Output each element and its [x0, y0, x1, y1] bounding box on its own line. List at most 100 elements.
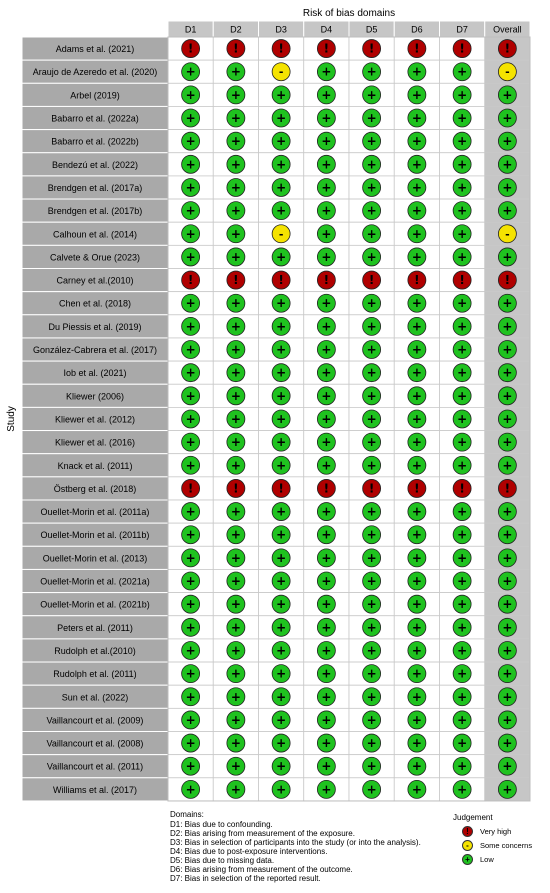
judgement-symbol: - [279, 228, 284, 241]
judgement-dot [452, 131, 472, 151]
judgement-symbol: + [321, 88, 331, 102]
judgement-symbol: + [276, 620, 286, 634]
judgement-dot [362, 687, 382, 707]
judgement-dot [226, 131, 246, 151]
judgement-dot [452, 386, 472, 406]
judgement-symbol: + [367, 713, 377, 727]
judgement-dot [362, 270, 382, 290]
judgement-dot [316, 386, 336, 406]
judgement-symbol: + [367, 574, 377, 588]
judgement-dot [497, 108, 517, 128]
judgement-dot [452, 340, 472, 359]
judgement-dot [407, 270, 427, 290]
judgement-symbol: + [231, 736, 241, 750]
judgement-symbol: + [457, 435, 467, 449]
judgement-symbol: + [367, 528, 377, 542]
judgement-dot [452, 571, 472, 591]
judgement-dot [362, 455, 382, 475]
study-label: Ouellet-Morin et al. (2011a) [41, 507, 150, 517]
judgement-symbol: + [412, 690, 422, 704]
judgement-symbol: + [457, 134, 467, 148]
judgement-dot [497, 409, 517, 429]
judgement-symbol: ! [369, 273, 374, 287]
judgement-dot [271, 432, 291, 452]
judgement-symbol: + [367, 343, 377, 357]
judgement-symbol: + [186, 551, 196, 565]
judgement-symbol: + [186, 458, 196, 472]
judgement-symbol: + [367, 88, 377, 102]
judgement-dot [362, 710, 382, 730]
judgement-symbol: + [457, 620, 467, 634]
judgement-dot [316, 594, 336, 614]
judgement-symbol: + [412, 296, 422, 310]
judgement-dot [226, 502, 246, 521]
judgement-dot [497, 733, 517, 753]
judgement-dot [316, 108, 336, 128]
judgement-symbol: + [412, 157, 422, 171]
judgement-dot [226, 293, 246, 313]
judgement-dot [226, 178, 246, 197]
judgement-dot [316, 270, 336, 290]
judgement-symbol: + [457, 574, 467, 588]
judgement-dot [226, 154, 246, 174]
judgement-dot [226, 687, 246, 707]
judgement-symbol: + [412, 65, 422, 79]
column-header-label: D7 [456, 25, 468, 35]
study-label: Adams et al. (2021) [56, 44, 135, 54]
judgement-symbol: + [186, 88, 196, 102]
judgement-symbol: + [502, 412, 512, 426]
judgement-dot [497, 432, 517, 452]
judgement-dot [362, 386, 382, 406]
judgement-symbol: + [276, 458, 286, 472]
study-label: Babarro et al. (2022b) [51, 137, 139, 147]
study-label: Kliewer et al. (2012) [55, 414, 135, 424]
judgement-dot [407, 247, 427, 267]
judgement-dot [362, 502, 382, 521]
judgement-dot [226, 224, 246, 244]
judgement-dot [316, 39, 336, 58]
judgement-dot [181, 687, 201, 707]
judgement-symbol: + [457, 227, 467, 241]
judgement-symbol: + [457, 528, 467, 542]
judgement-dot [407, 432, 427, 452]
judgement-symbol: + [186, 157, 196, 171]
judgement-symbol: + [412, 88, 422, 102]
judgement-symbol: + [502, 736, 512, 750]
judgement-symbol: + [321, 597, 331, 611]
judgement-symbol: + [276, 643, 286, 657]
judgement-symbol: + [186, 204, 196, 218]
judgement-dot [226, 108, 246, 128]
judgement-dot [497, 664, 517, 684]
judgement-symbol: + [367, 157, 377, 171]
judgement-dot [226, 548, 246, 568]
judgement-dot [362, 85, 382, 105]
judgement-symbol: + [321, 180, 331, 194]
judgement-symbol: + [367, 65, 377, 79]
judgement-symbol: + [321, 643, 331, 657]
judgement-dot [226, 525, 246, 545]
judgement-dot [316, 525, 336, 545]
judgement-symbol: + [321, 782, 331, 796]
judgement-symbol: + [457, 157, 467, 171]
judgement-symbol: + [186, 389, 196, 403]
judgement-dot [316, 756, 336, 776]
y-axis-label: Study [6, 406, 17, 432]
study-label: Carney et al.(2010) [56, 276, 133, 286]
judgement-symbol: + [502, 458, 512, 472]
judgement-symbol: + [457, 111, 467, 125]
judgement-dot [181, 617, 201, 637]
judgement-dot [316, 617, 336, 637]
judgement-dot [452, 85, 472, 105]
judgement-symbol: + [186, 134, 196, 148]
study-label: Knack et al. (2011) [58, 461, 133, 471]
judgement-dot [271, 455, 291, 475]
judgement-dot [226, 571, 246, 591]
judgement-dot [452, 154, 472, 174]
judgement-dot [316, 571, 336, 591]
judgement-symbol: + [367, 389, 377, 403]
judgement-symbol: ! [459, 273, 464, 287]
judgement-dot [362, 432, 382, 452]
judgement-symbol: + [186, 180, 196, 194]
study-label: Rudolph et al. (2011) [53, 669, 136, 679]
judgement-symbol: + [321, 690, 331, 704]
